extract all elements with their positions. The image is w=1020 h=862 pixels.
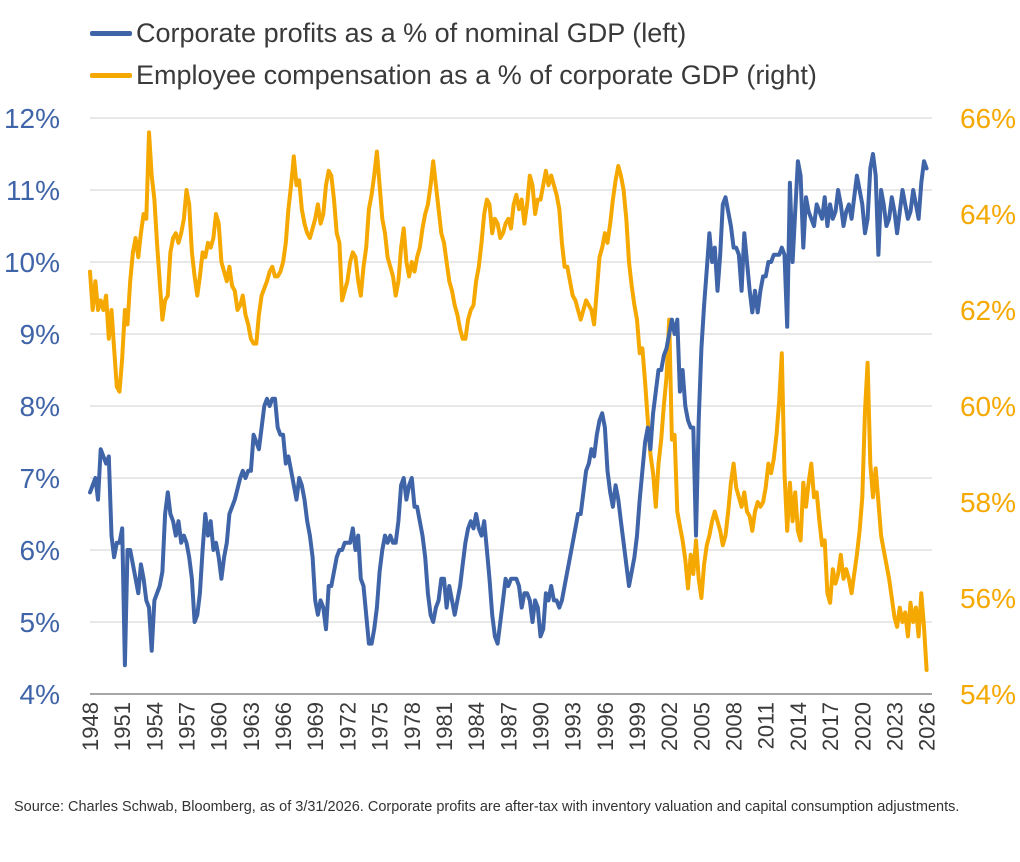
left-y-tick-label: 4% xyxy=(20,679,60,710)
right-y-axis: 54% 56% 58% 60% 62% 64% 66% xyxy=(960,103,1016,710)
x-tick-label: 1978 xyxy=(400,702,425,751)
series-line-compensation xyxy=(88,130,929,672)
legend-label-compensation: Employee compensation as a % of corporat… xyxy=(136,59,817,90)
x-tick-label: 1960 xyxy=(207,702,232,751)
x-tick-label: 1975 xyxy=(368,702,393,751)
x-tick-label: 1969 xyxy=(303,702,328,751)
x-tick-label: 1990 xyxy=(528,702,553,751)
x-tick-label: 1966 xyxy=(271,702,296,751)
right-y-tick-label: 54% xyxy=(960,679,1016,710)
x-tick-label: 1993 xyxy=(561,702,586,751)
left-y-tick-label: 10% xyxy=(4,247,60,278)
legend-entry-compensation: Employee compensation as a % of corporat… xyxy=(90,54,817,96)
x-tick-label: 2014 xyxy=(786,702,811,751)
left-y-tick-label: 12% xyxy=(4,103,60,134)
series-line-profits xyxy=(88,152,929,668)
series-lines xyxy=(88,130,929,672)
left-y-tick-label: 6% xyxy=(20,535,60,566)
right-y-tick-label: 56% xyxy=(960,583,1016,614)
x-tick-label: 1957 xyxy=(175,702,200,751)
legend-label-profits: Corporate profits as a % of nominal GDP … xyxy=(136,17,687,48)
x-tick-label: 2005 xyxy=(689,702,714,751)
x-axis: 1948 1951 1954 1957 1960 1963 1966 1969 1972 1975… xyxy=(78,702,940,751)
left-y-tick-label: 5% xyxy=(20,607,60,638)
right-y-tick-label: 60% xyxy=(960,391,1016,422)
x-tick-label: 1987 xyxy=(496,702,521,751)
right-y-tick-label: 66% xyxy=(960,103,1016,134)
x-tick-label: 1963 xyxy=(239,702,264,751)
x-tick-label: 1999 xyxy=(625,702,650,751)
x-tick-label: 1984 xyxy=(464,702,489,751)
left-y-tick-label: 7% xyxy=(20,463,60,494)
right-y-tick-label: 62% xyxy=(960,295,1016,326)
x-tick-label: 2023 xyxy=(882,702,907,751)
left-y-tick-label: 8% xyxy=(20,391,60,422)
x-tick-label: 2026 xyxy=(915,702,940,751)
legend-swatch-profits xyxy=(90,30,132,36)
legend-entry-profits: Corporate profits as a % of nominal GDP … xyxy=(90,12,817,54)
x-tick-label: 1981 xyxy=(432,702,457,751)
legend-swatch-compensation xyxy=(90,72,132,78)
x-tick-label: 2020 xyxy=(850,702,875,751)
right-y-tick-label: 64% xyxy=(960,199,1016,230)
x-tick-label: 1996 xyxy=(593,702,618,751)
source-note: Source: Charles Schwab, Bloomberg, as of… xyxy=(14,799,960,815)
right-y-tick-label: 58% xyxy=(960,487,1016,518)
x-tick-label: 2002 xyxy=(657,702,682,751)
x-tick-label: 1951 xyxy=(110,702,135,751)
x-tick-label: 1948 xyxy=(78,702,103,751)
gridlines xyxy=(90,117,932,695)
x-tick-label: 2011 xyxy=(754,702,779,749)
x-tick-label: 1972 xyxy=(335,702,360,751)
left-y-axis: 4% 5% 6% 7% 8% 9% 10% 11% 12% xyxy=(4,103,60,710)
left-y-tick-label: 11% xyxy=(6,175,60,206)
x-tick-label: 2017 xyxy=(818,702,843,751)
left-y-tick-label: 9% xyxy=(20,319,60,350)
x-tick-label: 2008 xyxy=(722,702,747,751)
legend: Corporate profits as a % of nominal GDP … xyxy=(90,12,817,96)
x-tick-label: 1954 xyxy=(142,702,167,751)
